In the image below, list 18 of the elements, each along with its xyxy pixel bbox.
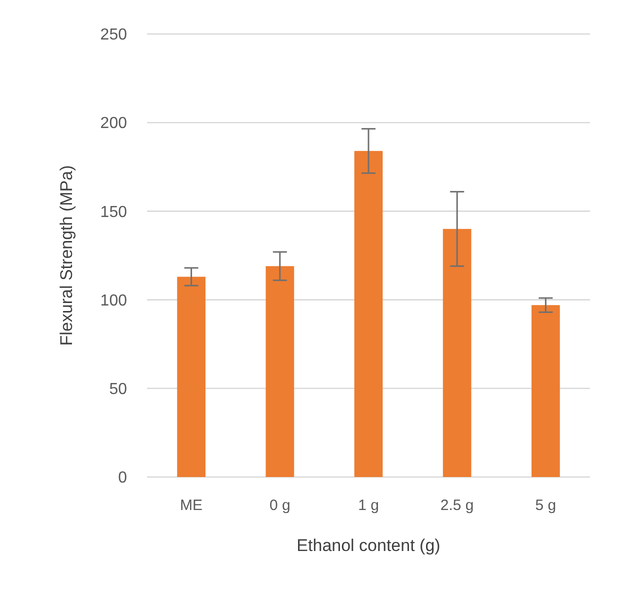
bar [354,150,383,477]
bar [532,305,560,477]
y-tick-label: 150 [100,204,128,221]
x-tick-label: 1 g [358,497,379,514]
bar [266,266,294,477]
x-tick-label: 5 g [535,497,556,514]
x-tick-label: 0 g [269,497,290,514]
y-axis-title: Flexural Strength (MPa) [57,165,76,346]
bar [177,276,206,477]
y-tick-label: 200 [100,115,128,132]
x-tick-label: ME [180,497,203,514]
y-tick-label: 50 [109,381,128,398]
y-tick-label: 250 [100,26,128,44]
y-tick-label: 0 [118,470,128,487]
x-tick-label: 2.5 g [440,497,474,514]
x-axis-title: Ethanol content (g) [296,536,440,555]
bar [442,228,472,477]
y-tick-label: 100 [100,292,128,310]
